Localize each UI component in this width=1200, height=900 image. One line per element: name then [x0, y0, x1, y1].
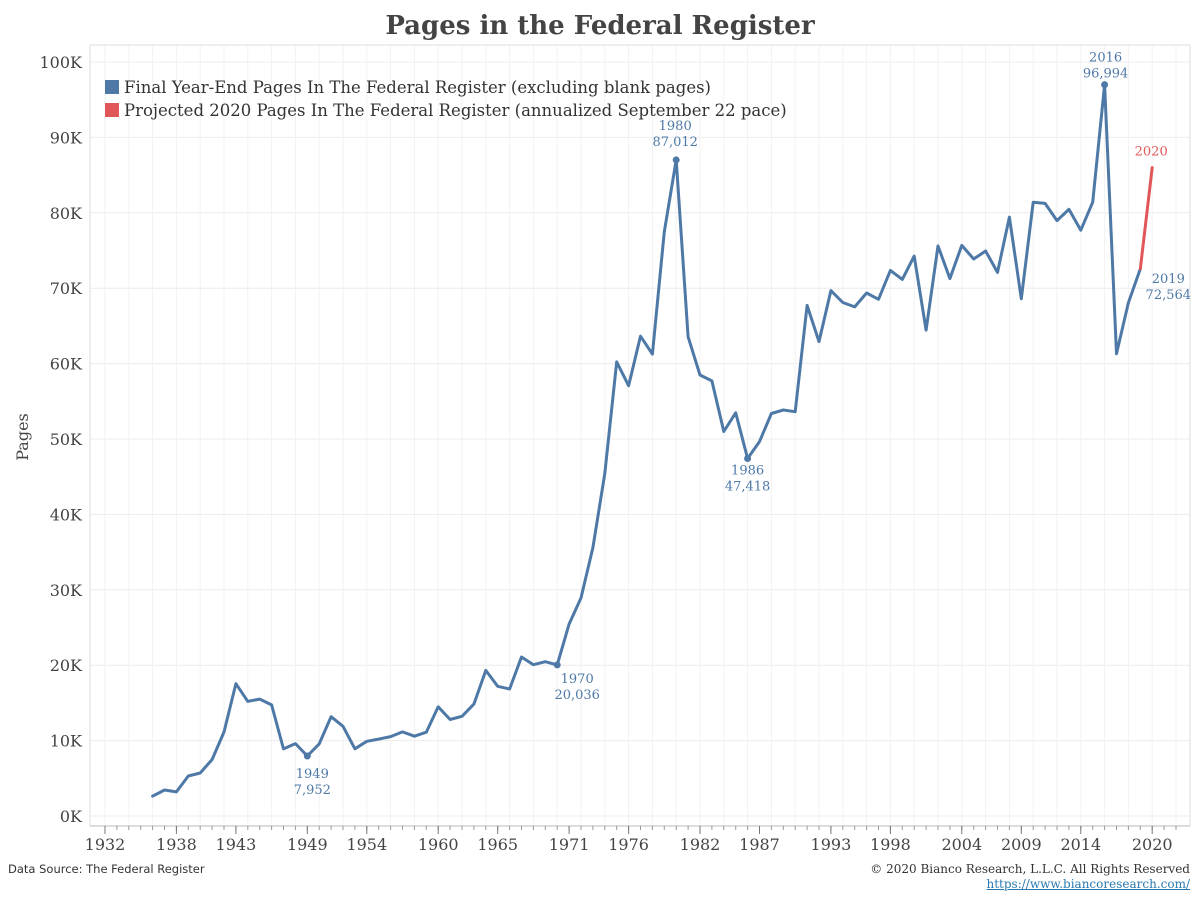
legend-swatch [105, 80, 119, 94]
y-tick-label: 50K [50, 430, 83, 449]
x-tick-label: 1943 [216, 835, 257, 854]
annotation-value: 20,036 [554, 688, 600, 703]
y-axis: 0K 10K 20K 30K 40K 50K 60K 70K 80K 90K 100K [40, 53, 84, 826]
annotation-marker [744, 454, 752, 462]
annotation-value: 87,012 [652, 135, 698, 150]
annotation-marker [672, 156, 680, 164]
annotation-marker [1101, 81, 1109, 89]
y-tick-label: 80K [50, 204, 83, 223]
chart-title: Pages in the Federal Register [385, 11, 815, 41]
x-tick-label: 1932 [85, 835, 126, 854]
footer-credits: © 2020 Bianco Research, L.L.C. All Right… [870, 862, 1190, 892]
annotation-year: 1986 [731, 463, 764, 478]
annotation-year: 2019 [1152, 272, 1185, 287]
x-axis: 1932 1938 1943 1949 1954 1960 1965 1971 1976 1982… [85, 825, 1190, 854]
annotation-value: 47,418 [725, 479, 771, 494]
annotation-value: 7,952 [294, 783, 331, 798]
series-line-0 [151, 83, 1142, 798]
x-tick-label: 1998 [870, 835, 911, 854]
y-tick-label: 10K [50, 732, 83, 751]
y-tick-label: 20K [50, 656, 83, 675]
x-tick-label: 2020 [1132, 835, 1173, 854]
x-tick-label: 1965 [477, 835, 518, 854]
y-tick-label: 60K [50, 355, 83, 374]
y-tick-label: 70K [50, 279, 83, 298]
y-tick-label: 90K [50, 128, 83, 147]
data-source-note: Data Source: The Federal Register [8, 862, 205, 876]
x-tick-label: 1987 [739, 835, 780, 854]
annotation-year: 1949 [296, 767, 329, 782]
legend: Final Year-End Pages In The Federal Regi… [105, 78, 787, 120]
legend-label: Projected 2020 Pages In The Federal Regi… [124, 101, 787, 120]
x-tick-label: 1982 [680, 835, 721, 854]
y-tick-label: 100K [40, 53, 84, 72]
grid-lines [90, 45, 1190, 826]
annotation-marker [553, 661, 561, 669]
x-tick-label: 1954 [346, 835, 387, 854]
x-tick-label: 1949 [287, 835, 328, 854]
x-tick-label: 1960 [418, 835, 459, 854]
annotation-year: 1970 [561, 672, 594, 687]
y-tick-label: 40K [50, 505, 83, 524]
y-tick-label: 30K [50, 581, 83, 600]
series-group [151, 83, 1154, 798]
annotation-year: 1980 [659, 119, 692, 134]
annotation-year-2020: 2020 [1135, 145, 1168, 160]
legend-label: Final Year-End Pages In The Federal Regi… [124, 78, 711, 97]
x-tick-label: 1993 [811, 835, 852, 854]
x-tick-label: 2014 [1060, 835, 1101, 854]
x-tick-label: 2004 [941, 835, 982, 854]
x-tick-label: 2009 [1001, 835, 1042, 854]
plot-frame [89, 44, 1191, 827]
x-tick-label: 1971 [549, 835, 590, 854]
annotation-marker [303, 752, 311, 760]
x-tick-label: 1938 [156, 835, 197, 854]
annotation-year: 2016 [1089, 51, 1122, 66]
bianco-research-link[interactable]: https://www.biancoresearch.com/ [986, 877, 1190, 891]
y-axis-label: Pages [13, 413, 32, 461]
series-line-1 [1138, 166, 1154, 271]
copyright-text: © 2020 Bianco Research, L.L.C. All Right… [870, 862, 1190, 876]
x-tick-label: 1976 [608, 835, 649, 854]
annotation-value: 96,994 [1083, 67, 1129, 82]
y-tick-label: 0K [60, 807, 83, 826]
annotation-value: 72,564 [1146, 288, 1192, 303]
legend-swatch [105, 103, 119, 117]
